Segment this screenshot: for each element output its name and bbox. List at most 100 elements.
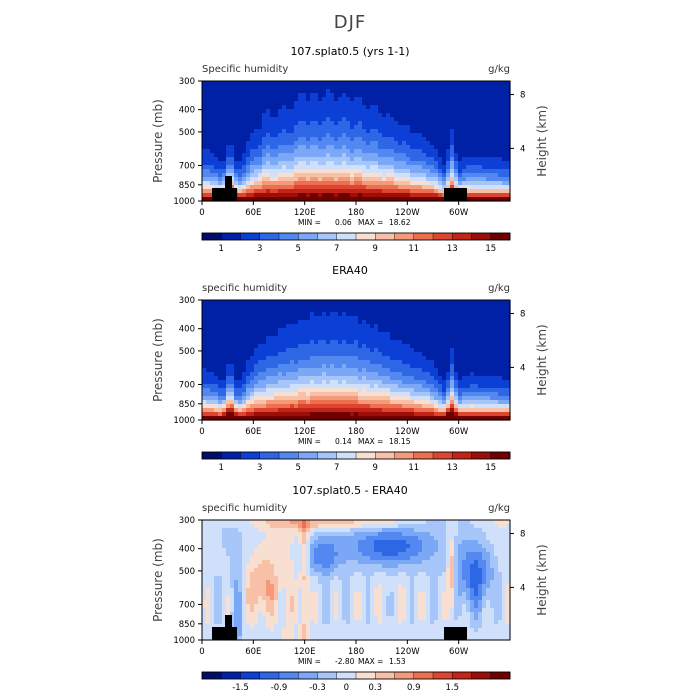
x-tick-label: 0 [199, 647, 204, 657]
colorbar-swatch [452, 232, 472, 241]
y-tick-label: 500 [179, 128, 195, 138]
x-tick-label: 60E [245, 647, 261, 657]
right-tick-label: 4 [520, 583, 525, 593]
colorbar-swatch [471, 451, 492, 460]
colorbar-swatch [317, 232, 338, 241]
colorbar-swatch [413, 451, 434, 460]
colorbar-swatch [375, 671, 395, 680]
stats-max-label: MAX = [358, 218, 383, 227]
chart-panel-1: 107.splat0.5 (yrs 1-1)Specific humidity g… [151, 45, 549, 254]
x-tick-label: 0 [199, 208, 204, 218]
colorbar-label: 15 [485, 463, 496, 473]
contour-field [202, 520, 511, 641]
right-tick-label: 4 [520, 144, 525, 154]
y-tick-label: 300 [179, 296, 195, 306]
colorbar-swatch [240, 671, 261, 680]
colorbar-swatch [278, 232, 299, 241]
topography-africa [212, 188, 237, 201]
contour-field [202, 81, 511, 202]
stats-min-value: 0.14 [335, 437, 352, 446]
y-tick-label: 850 [179, 181, 195, 191]
x-tick-label: 0 [199, 427, 204, 437]
y-tick-label: 700 [179, 161, 195, 171]
right-axis-label: Height (km) [535, 544, 549, 615]
colorbar: -1.5 -0.9 -0.3 0 0.3 0.9 1.5 [201, 671, 511, 693]
colorbar-swatch [432, 451, 453, 460]
colorbar-swatch [336, 451, 357, 460]
x-tick-label: 60W [449, 208, 469, 218]
colorbar-swatch [317, 671, 338, 680]
stats-min-value: -2.80 [335, 657, 355, 666]
colorbar-swatch [317, 451, 338, 460]
y-tick-label: 1000 [173, 636, 195, 646]
colorbar-swatch [394, 671, 415, 680]
right-axis-label: Height (km) [535, 105, 549, 176]
colorbar-label: 11 [408, 463, 419, 473]
colorbar-swatch [490, 451, 511, 460]
colorbar-frame [201, 451, 511, 460]
stats-max-label: MAX = [358, 437, 383, 446]
units-label: g/kg [488, 64, 510, 75]
x-tick-label: 120W [395, 647, 420, 657]
colorbar-swatch [201, 671, 222, 680]
colorbar-label: 11 [408, 244, 419, 254]
colorbar-label: 1 [219, 463, 224, 473]
y-axis-label: Pressure (mb) [151, 318, 165, 402]
x-tick-label: 60E [245, 427, 261, 437]
y-tick-label: 1000 [173, 416, 195, 426]
x-tick-label: 180 [348, 647, 364, 657]
chart-panel-3: 107.splat0.5 - ERA40 specific humidity g/k… [151, 484, 549, 693]
colorbar-swatch [452, 451, 472, 460]
topography-andes [444, 627, 467, 640]
colorbar-swatch [355, 451, 376, 460]
field-label: specific humidity [202, 503, 287, 514]
colorbar-label: 1 [219, 244, 224, 254]
colorbar: 1 3 5 7 9 11 13 15 [201, 451, 511, 473]
stats-min-label: MIN = [298, 437, 321, 446]
stats-max-value: 18.62 [389, 218, 411, 227]
x-tick-label: 180 [348, 427, 364, 437]
colorbar-label: -0.9 [271, 683, 288, 693]
colorbar-swatch [432, 671, 453, 680]
colorbar-swatch [278, 671, 299, 680]
x-tick-label: 60W [449, 427, 469, 437]
colorbar-swatch [240, 451, 261, 460]
colorbar-label: 9 [373, 463, 378, 473]
right-tick-label: 8 [520, 310, 525, 320]
colorbar-swatch [471, 671, 492, 680]
colorbar-swatch [490, 232, 511, 241]
panel-title: 107.splat0.5 (yrs 1-1) [290, 45, 409, 58]
y-tick-label: 400 [179, 545, 195, 555]
colorbar-label: 5 [296, 244, 301, 254]
x-tick-label: 120W [395, 427, 420, 437]
colorbar-frame [201, 671, 511, 680]
right-tick-label: 4 [520, 363, 525, 373]
colorbar-swatch [278, 451, 299, 460]
y-axis-label: Pressure (mb) [151, 99, 165, 183]
colorbar-swatch [394, 232, 415, 241]
panel-title: ERA40 [332, 264, 368, 277]
topography-peak [225, 176, 232, 188]
y-tick-label: 850 [179, 400, 195, 410]
right-tick-label: 8 [520, 91, 525, 101]
colorbar-label: 3 [257, 463, 262, 473]
stats-max-label: MAX = [358, 657, 383, 666]
topography-andes [444, 188, 467, 201]
stats-max-value: 18.15 [389, 437, 411, 446]
colorbar-label: -1.5 [232, 683, 249, 693]
colorbar-swatch [336, 232, 357, 241]
y-tick-label: 400 [179, 325, 195, 335]
colorbar-swatch [452, 671, 472, 680]
colorbar-swatch [375, 232, 395, 241]
x-tick-label: 120E [294, 427, 316, 437]
x-tick-label: 60E [245, 208, 261, 218]
y-tick-label: 400 [179, 106, 195, 116]
colorbar-label: 5 [296, 463, 301, 473]
colorbar-swatch [355, 671, 376, 680]
panel-title: 107.splat0.5 - ERA40 [292, 484, 407, 497]
colorbar-label: 13 [447, 463, 458, 473]
colorbar-swatch [413, 671, 434, 680]
colorbar-label: 0.9 [407, 683, 421, 693]
colorbar-swatch [375, 451, 395, 460]
